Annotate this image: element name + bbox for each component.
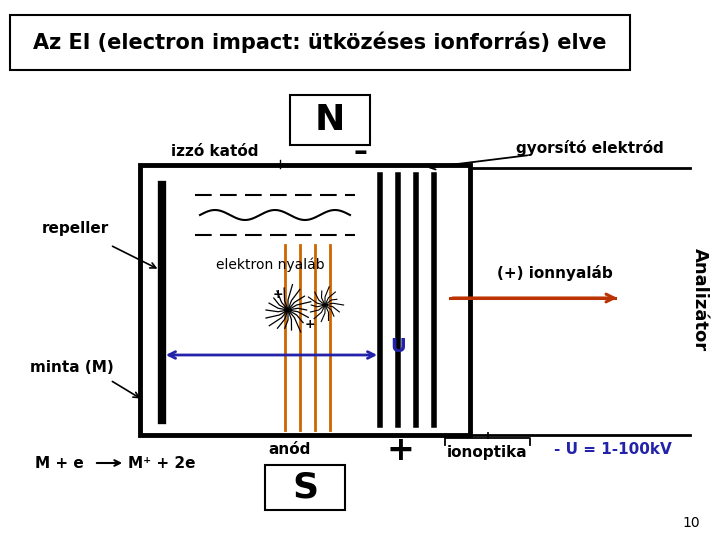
Text: 10: 10 xyxy=(683,516,700,530)
Bar xyxy=(10,15,630,70)
Text: anód: anód xyxy=(269,442,311,457)
Text: (+) ionnyaláb: (+) ionnyaláb xyxy=(497,265,613,281)
Bar xyxy=(265,465,345,510)
Text: N: N xyxy=(315,103,345,137)
Text: U: U xyxy=(390,338,406,356)
Text: gyorsító elektród: gyorsító elektród xyxy=(516,140,664,156)
Text: Analizátor: Analizátor xyxy=(691,248,709,352)
Text: S: S xyxy=(292,470,318,504)
Text: Az EI (electron impact: ütközéses ionforrás) elve: Az EI (electron impact: ütközéses ionfor… xyxy=(33,31,607,53)
Text: - U = 1-100kV: - U = 1-100kV xyxy=(554,442,672,457)
Text: +: + xyxy=(273,288,283,301)
Text: izzó katód: izzó katód xyxy=(171,145,258,159)
Bar xyxy=(290,95,370,145)
Text: M⁺ + 2e: M⁺ + 2e xyxy=(128,456,196,470)
Text: repeller: repeller xyxy=(41,220,109,235)
Bar xyxy=(140,165,470,435)
Text: +: + xyxy=(386,434,414,467)
Text: M + e: M + e xyxy=(35,456,84,470)
Text: +: + xyxy=(305,319,315,332)
Text: –: – xyxy=(353,138,367,166)
Text: ionoptika: ionoptika xyxy=(446,444,527,460)
Text: elektron nyaláb: elektron nyaláb xyxy=(216,258,324,272)
Text: minta (M): minta (M) xyxy=(30,361,114,375)
